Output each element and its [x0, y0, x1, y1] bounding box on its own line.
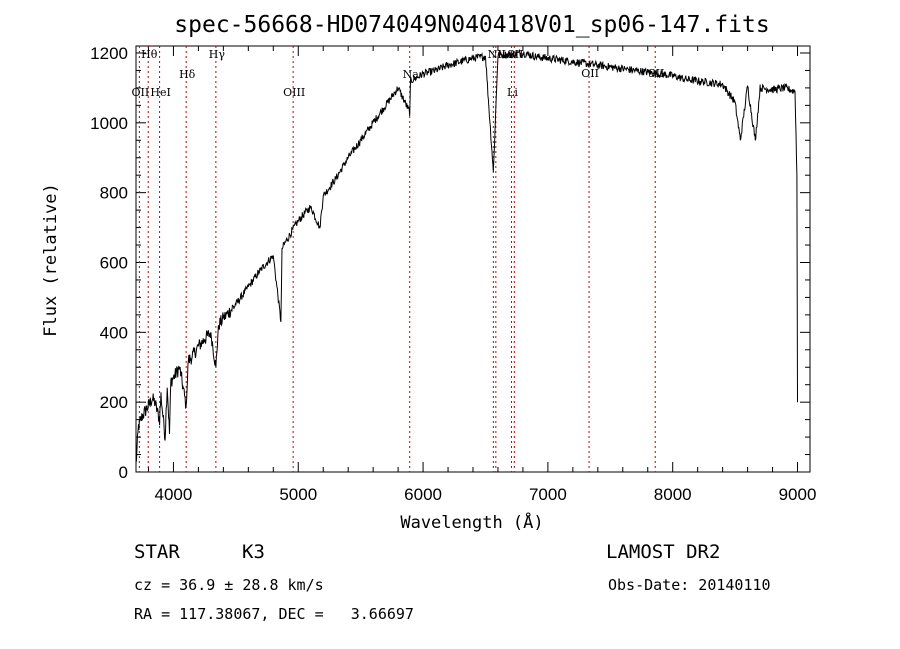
spectral-line-label: Hθ: [141, 48, 158, 61]
spectral-line-label: HeI: [150, 86, 170, 99]
y-tick-label: 200: [100, 393, 128, 412]
x-tick-label: 4000: [155, 485, 193, 504]
survey-name: LAMOST DR2: [606, 541, 720, 563]
spectral-line-label: OIII: [283, 86, 305, 99]
spectral-line-markers: [138, 46, 656, 472]
spectral-line-label: OII: [581, 67, 599, 80]
axis-ticks: [136, 46, 810, 473]
flux-series-line: [135, 48, 798, 463]
x-tick-label: 5000: [279, 485, 317, 504]
spectral-line-label: Hδ: [179, 68, 196, 81]
x-axis-label: Wavelength (Å): [400, 511, 543, 533]
y-tick-label: 1000: [90, 114, 128, 133]
y-tick-label: 600: [100, 253, 128, 272]
axis-tick-labels: 4000 5000 6000 7000 8000 9000 0 200 400 600 800 100…: [90, 44, 816, 504]
redshift-text: cz = 36.9 ± 28.8 km/s: [134, 576, 324, 594]
chart-title: spec-56668-HD074049N040418V01_sp06-147.f…: [174, 12, 769, 38]
spectral-line-label: Li: [507, 86, 518, 99]
obs-date-text: Obs-Date: 20140110: [608, 576, 771, 594]
x-tick-label: 6000: [404, 485, 442, 504]
spectral-line-label: NII: [488, 48, 506, 61]
y-tick-label: 0: [119, 463, 128, 482]
x-tick-label: 9000: [779, 485, 817, 504]
spectral-line-label: Hγ: [209, 48, 226, 61]
x-tick-label: 7000: [529, 485, 567, 504]
y-tick-label: 400: [100, 323, 128, 342]
x-tick-label: 8000: [654, 485, 692, 504]
plot-frame: [135, 45, 811, 473]
object-subclass: K3: [242, 541, 265, 563]
coordinates-text: RA = 117.38067, DEC = 3.66697: [134, 605, 414, 623]
object-class: STAR: [134, 541, 180, 563]
spectral-line-label: OII: [132, 86, 150, 99]
y-axis-label: Flux (relative): [41, 183, 61, 337]
y-tick-label: 1200: [90, 44, 128, 63]
y-tick-label: 800: [100, 184, 128, 203]
